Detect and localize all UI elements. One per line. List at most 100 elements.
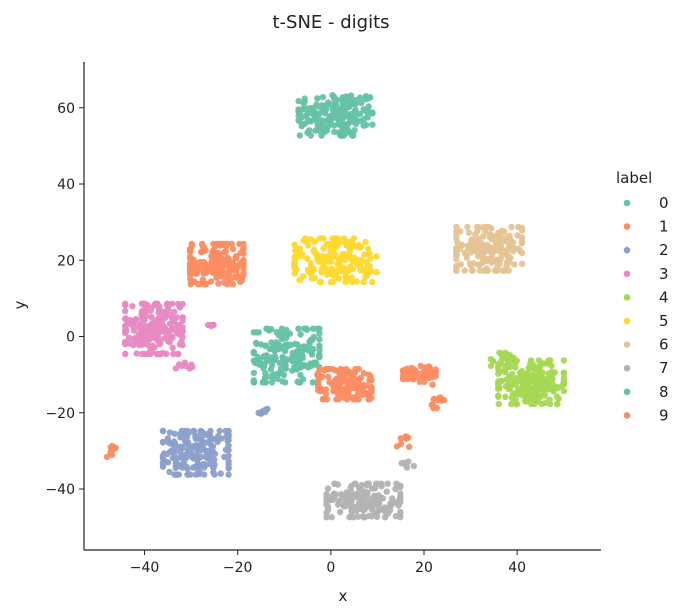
point-label-4 [523,376,531,383]
point-label-8 [250,349,257,356]
point-label-2 [167,448,174,455]
point-label-4 [508,400,515,408]
legend-label-2: 2 [659,241,669,259]
point-label-3 [122,301,129,309]
point-label-4 [553,393,561,400]
point-label-1 [227,260,235,268]
point-label-0 [340,114,347,121]
point-label-5 [309,265,316,272]
point-label-0 [310,111,317,118]
x-tick-label: 20 [415,560,433,576]
point-label-3 [175,350,182,358]
point-label-4 [543,376,551,383]
point-label-9 [399,376,407,383]
point-label-0 [350,132,357,139]
point-label-9 [335,391,342,398]
point-label-1 [397,440,405,447]
point-label-7 [392,485,399,493]
point-label-4 [508,370,516,377]
legend-marker-5 [623,317,631,325]
point-label-6 [483,265,490,272]
legend-label-1: 1 [659,218,669,236]
point-label-2 [159,427,167,435]
point-label-9 [349,378,356,385]
point-label-1 [229,245,237,253]
point-label-0 [295,97,302,105]
point-label-3 [164,328,171,335]
point-label-7 [335,497,343,504]
point-label-4 [541,399,549,407]
x-tick-label: 0 [326,560,335,576]
point-label-4 [554,385,562,392]
point-label-3 [179,314,186,321]
point-label-1 [240,250,247,257]
point-label-2 [173,460,180,467]
point-label-6 [476,267,484,274]
point-label-4 [526,383,533,391]
point-label-3 [122,315,129,323]
point-label-3 [156,314,163,321]
point-label-3 [122,338,129,346]
point-label-2 [210,469,217,476]
point-label-1 [226,276,234,283]
point-label-8 [278,325,286,332]
point-label-4 [495,392,502,399]
point-label-6 [485,255,493,263]
point-label-8 [282,341,289,348]
point-label-8 [299,354,306,361]
point-label-3 [140,340,147,347]
point-label-1 [191,258,198,265]
point-label-2 [225,471,232,478]
point-label-8 [307,360,314,367]
point-label-9 [365,391,372,399]
point-label-4 [536,385,543,392]
point-label-9 [430,404,437,412]
point-label-2 [214,438,221,445]
legend-label-6: 6 [659,336,669,354]
point-label-9 [417,362,424,370]
point-label-5 [365,245,372,253]
y-tick-label: 0 [66,330,75,346]
point-label-9 [403,365,410,372]
point-label-5 [323,271,331,278]
point-label-8 [267,366,275,373]
point-label-9 [315,384,322,391]
point-label-3 [122,350,129,358]
point-label-1 [210,247,217,254]
point-label-7 [383,488,390,495]
point-label-7 [392,513,400,520]
point-label-9 [429,381,436,388]
point-label-5 [308,275,315,282]
point-label-2 [206,438,214,445]
point-label-9 [430,396,437,403]
point-label-4 [502,393,509,400]
point-label-4 [505,380,512,387]
point-label-6 [476,261,484,268]
legend-label-4: 4 [659,288,669,306]
point-label-2 [171,430,178,437]
point-label-7 [393,480,400,487]
legend-label-9: 9 [659,406,669,424]
point-label-3 [179,333,186,341]
point-label-4 [512,364,519,371]
point-label-1 [240,240,247,248]
point-label-8 [268,339,275,346]
point-label-2 [225,458,232,465]
point-label-0 [352,112,359,119]
point-label-5 [335,275,342,282]
point-label-5 [333,242,341,250]
point-label-0 [369,110,376,117]
point-label-9 [411,366,418,373]
point-label-7 [356,496,363,503]
point-label-8 [297,371,304,379]
point-label-7 [348,498,355,505]
point-label-9 [322,386,330,393]
point-label-3 [164,338,172,345]
point-label-3 [156,303,163,310]
point-label-6 [518,234,526,241]
points-layer [103,92,568,521]
x-axis-label: x [339,587,348,605]
point-label-1 [108,446,116,454]
point-label-0 [364,109,371,117]
point-label-9 [335,395,343,403]
